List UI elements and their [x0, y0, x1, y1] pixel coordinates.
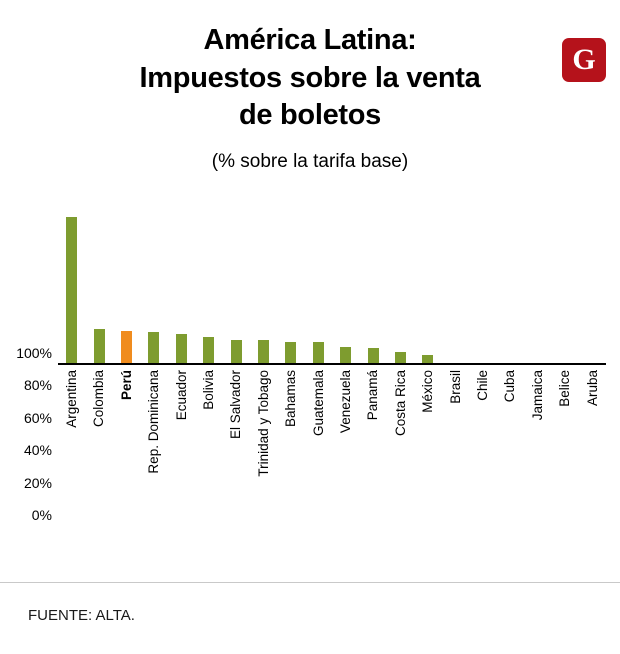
y-axis-tick-label: 0% [31, 507, 52, 524]
bar-column [497, 203, 524, 363]
x-axis-label: Brasil [447, 370, 463, 404]
source-text: FUENTE: ALTA. [28, 607, 135, 624]
x-axis-label-cell: Rep. Dominicana [140, 370, 167, 474]
x-axis-label-cell: Aruba [579, 370, 606, 406]
x-axis-label: El Salvador [228, 370, 244, 440]
x-axis-label-cell: Jamaica [524, 370, 551, 420]
x-axis-label-cell: Bolivia [195, 370, 222, 410]
chart-subtitle: (% sobre la tarifa base) [211, 151, 409, 173]
x-axis-label-cell: Ecuador [168, 370, 195, 420]
gestion-logo-letter: G [572, 43, 596, 76]
bar-column [469, 203, 496, 363]
x-axis-label: Venezuela [338, 370, 354, 434]
x-axis-label: Aruba [584, 370, 600, 407]
bar-column [85, 203, 112, 364]
bar-chart: 0% 20% 40% 60% 80% 100% Argentina Colombia Perú… [6, 203, 606, 523]
x-axis-label-cell: Cuba [497, 370, 524, 402]
x-axis-label: Bahamas [283, 370, 299, 428]
x-axis-label-cell: Costa Rica [387, 370, 414, 436]
x-axis-label-cell: México [414, 370, 441, 413]
bar [422, 354, 434, 364]
y-axis-tick-label: 20% [23, 474, 52, 491]
x-axis-label: México [420, 370, 436, 413]
bar-column [195, 203, 222, 364]
y-axis-tick-label: 100% [16, 345, 52, 362]
bar-column [524, 203, 551, 363]
x-axis-label-cell: Chile [469, 370, 496, 401]
bar [258, 340, 270, 364]
x-axis-label-cell: Argentina [58, 370, 85, 428]
x-axis-label: Guatemala [310, 370, 326, 437]
x-axis-label: Cuba [502, 370, 518, 403]
y-axis-tick-label: 80% [23, 377, 52, 394]
infographic: G América Latina: Impuestos sobre la ven… [0, 22, 620, 654]
x-axis-label: Jamaica [529, 370, 545, 421]
x-axis-label: Rep. Dominicana [146, 370, 162, 474]
x-axis-label: Ecuador [173, 370, 189, 421]
chart-title: América Latina: Impuestos sobre la venta… [139, 24, 481, 132]
bar-column [551, 203, 578, 363]
bar [148, 332, 160, 364]
x-axis-label: Chile [475, 370, 491, 401]
bar-column [140, 203, 167, 364]
x-axis-label: Perú [118, 370, 134, 401]
footer: FUENTE: ALTA. [0, 582, 620, 654]
bar-column [305, 203, 332, 364]
x-axis-label-cell: Trinidad y Tobago [250, 370, 277, 477]
bar-column [222, 203, 249, 364]
y-axis-tick-label: 40% [23, 442, 52, 459]
bar [230, 340, 242, 364]
bar-column [442, 203, 469, 363]
bar-column [359, 203, 386, 364]
x-axis-label-cell: Belice [551, 370, 578, 407]
x-axis-label: Costa Rica [392, 370, 408, 437]
bar [66, 217, 78, 364]
bar [340, 346, 352, 364]
bar-column [277, 203, 304, 364]
x-axis-label: Trinidad y Tobago [255, 370, 271, 477]
bar [175, 333, 187, 364]
x-axis-label-cell: Bahamas [277, 370, 304, 427]
x-axis-label: Panamá [365, 370, 381, 421]
bar-column [579, 203, 606, 363]
x-axis-label-cell: Brasil [442, 370, 469, 404]
x-axis-label-cell: Colombia [85, 370, 112, 427]
bar [285, 342, 297, 364]
x-axis-label: Belice [557, 370, 573, 407]
bar-column [250, 203, 277, 364]
plot-area [58, 203, 606, 366]
bar-column [332, 203, 359, 364]
x-axis-label: Colombia [91, 370, 107, 428]
y-axis-tick-label: 60% [23, 409, 52, 426]
plot-wrap: Argentina Colombia Perú Rep. Dominicana Ecua… [58, 203, 606, 515]
x-axis-label-cell: Venezuela [332, 370, 359, 433]
bar-column [58, 203, 85, 364]
x-axis-label-cell: Guatemala [305, 370, 332, 436]
y-axis: 0% 20% 40% 60% 80% 100% [6, 345, 58, 523]
bar [367, 348, 379, 364]
x-axis-label: Argentina [63, 370, 79, 428]
bar [121, 330, 133, 364]
bar-column [414, 203, 441, 364]
bar-column [113, 203, 140, 364]
x-axis-labels: Argentina Colombia Perú Rep. Dominicana Ecua… [58, 370, 606, 515]
bar [203, 337, 215, 364]
x-axis-label-cell: El Salvador [222, 370, 249, 439]
x-axis-label-cell: Panamá [359, 370, 386, 420]
bar-column [387, 203, 414, 364]
gestion-logo: G [562, 38, 606, 82]
x-axis-label-cell: Perú [113, 370, 140, 400]
bar [93, 329, 105, 364]
x-axis-label: Bolivia [200, 370, 216, 410]
bar [312, 342, 324, 364]
bar-column [168, 203, 195, 364]
bar [395, 351, 407, 364]
